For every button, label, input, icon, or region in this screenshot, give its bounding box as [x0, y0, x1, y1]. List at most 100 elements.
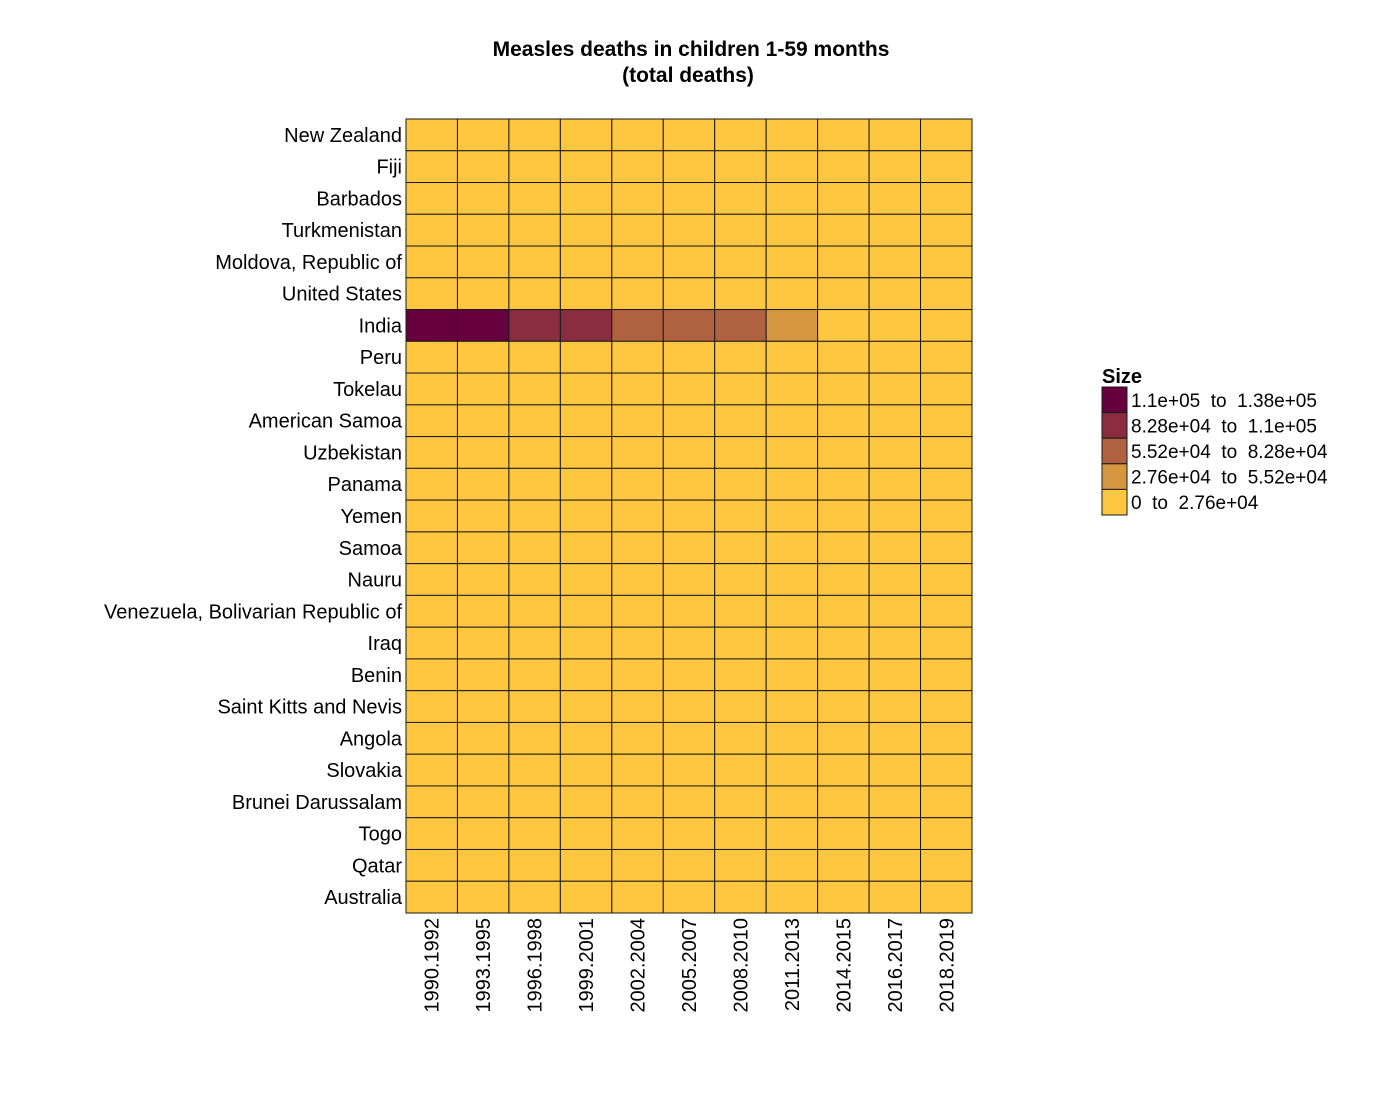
heatmap-cell	[405, 690, 458, 723]
heatmap-cell	[456, 531, 510, 565]
heatmap-cell	[456, 658, 510, 692]
heatmap-cell	[817, 499, 870, 533]
heatmap-cell	[611, 817, 664, 850]
heatmap-cell	[868, 499, 922, 533]
heatmap-cell	[765, 721, 819, 755]
heatmap-cell	[920, 182, 973, 215]
heatmap-cell	[559, 182, 613, 215]
heatmap-cell	[662, 404, 716, 438]
heatmap-cell	[559, 467, 613, 501]
column-label: 2005.2007	[679, 918, 701, 1013]
heatmap-cell	[662, 467, 716, 501]
heatmap-cell	[456, 721, 510, 755]
heatmap-cell	[714, 404, 767, 438]
heatmap-cell	[405, 245, 458, 279]
heatmap-cell	[559, 753, 613, 787]
heatmap-cell	[456, 785, 510, 819]
heatmap-cell	[508, 309, 561, 342]
heatmap-cell	[920, 245, 973, 279]
heatmap-cell	[765, 785, 819, 819]
heatmap-cell	[456, 817, 510, 850]
heatmap-cell	[765, 182, 819, 215]
heatmap-cell	[559, 658, 613, 692]
heatmap-cell	[611, 277, 664, 311]
heatmap-cell	[559, 499, 613, 533]
heatmap-cell	[611, 213, 664, 247]
row-label: Moldova, Republic of	[215, 252, 402, 274]
heatmap-cell	[868, 594, 922, 628]
heatmap-cell	[662, 658, 716, 692]
heatmap-cell	[405, 150, 458, 184]
legend-swatch	[1101, 463, 1128, 490]
heatmap-cell	[611, 499, 664, 533]
heatmap-cell	[920, 785, 973, 819]
heatmap-cell	[662, 340, 716, 374]
heatmap-cell	[405, 594, 458, 628]
heatmap-cell	[456, 563, 510, 596]
heatmap-cell	[817, 404, 870, 438]
heatmap-cell	[765, 563, 819, 596]
heatmap-cell	[508, 785, 561, 819]
heatmap-cell	[765, 499, 819, 533]
heatmap-cell	[559, 531, 613, 565]
heatmap-cell	[405, 753, 458, 787]
row-label: Nauru	[348, 570, 402, 592]
heatmap-cell	[920, 309, 973, 342]
heatmap-cell	[868, 690, 922, 723]
heatmap-cell	[508, 372, 561, 406]
heatmap-cell	[662, 785, 716, 819]
legend-swatch	[1101, 437, 1128, 465]
heatmap-cell	[714, 182, 767, 215]
heatmap-cell	[662, 753, 716, 787]
heatmap-cell	[405, 721, 458, 755]
heatmap-cell	[714, 531, 767, 565]
heatmap-cell	[714, 340, 767, 374]
heatmap-cell	[405, 658, 458, 692]
heatmap-cell	[920, 753, 973, 787]
heatmap-cell	[508, 594, 561, 628]
heatmap-cell	[662, 626, 716, 660]
heatmap-cell	[817, 594, 870, 628]
heatmap-cell	[508, 340, 561, 374]
heatmap-cell	[868, 658, 922, 692]
heatmap-cell	[817, 658, 870, 692]
heatmap-cell	[559, 150, 613, 184]
heatmap-cell	[405, 309, 458, 342]
heatmap-cell	[508, 563, 561, 596]
heatmap-cell	[920, 880, 973, 914]
heatmap-cell	[662, 150, 716, 184]
heatmap-cell	[765, 626, 819, 660]
legend-title: Size	[1102, 366, 1142, 388]
heatmap-cell	[868, 753, 922, 787]
legend-swatch	[1101, 488, 1128, 516]
row-label: Turkmenistan	[282, 220, 402, 242]
heatmap-cell	[765, 848, 819, 882]
heatmap-cell	[508, 690, 561, 723]
legend-swatch	[1101, 412, 1128, 439]
heatmap-cell	[868, 372, 922, 406]
heatmap-cell	[508, 626, 561, 660]
heatmap-cell	[611, 626, 664, 660]
legend-label: 2.76e+04 to 5.52e+04	[1131, 468, 1328, 489]
heatmap-cell	[405, 118, 458, 152]
heatmap-cell	[611, 658, 664, 692]
heatmap-cell	[817, 150, 870, 184]
heatmap-cell	[508, 467, 561, 501]
heatmap-cell	[765, 880, 819, 914]
heatmap-cell	[920, 658, 973, 692]
heatmap-cell	[405, 372, 458, 406]
heatmap-cell	[559, 340, 613, 374]
heatmap-cell	[868, 721, 922, 755]
heatmap-cell	[456, 880, 510, 914]
heatmap-cell	[714, 563, 767, 596]
legend: Size 1.1e+05 to 1.38e+05 8.28e+04 to 1.1e…	[1101, 366, 1328, 516]
heatmap-cell	[714, 467, 767, 501]
heatmap-cell	[765, 277, 819, 311]
heatmap-cell	[817, 848, 870, 882]
heatmap-cell	[920, 594, 973, 628]
heatmap-cell	[559, 785, 613, 819]
row-label: Panama	[328, 474, 403, 496]
heatmap-cell	[868, 309, 922, 342]
heatmap-cell	[868, 436, 922, 469]
heatmap-cell	[405, 499, 458, 533]
